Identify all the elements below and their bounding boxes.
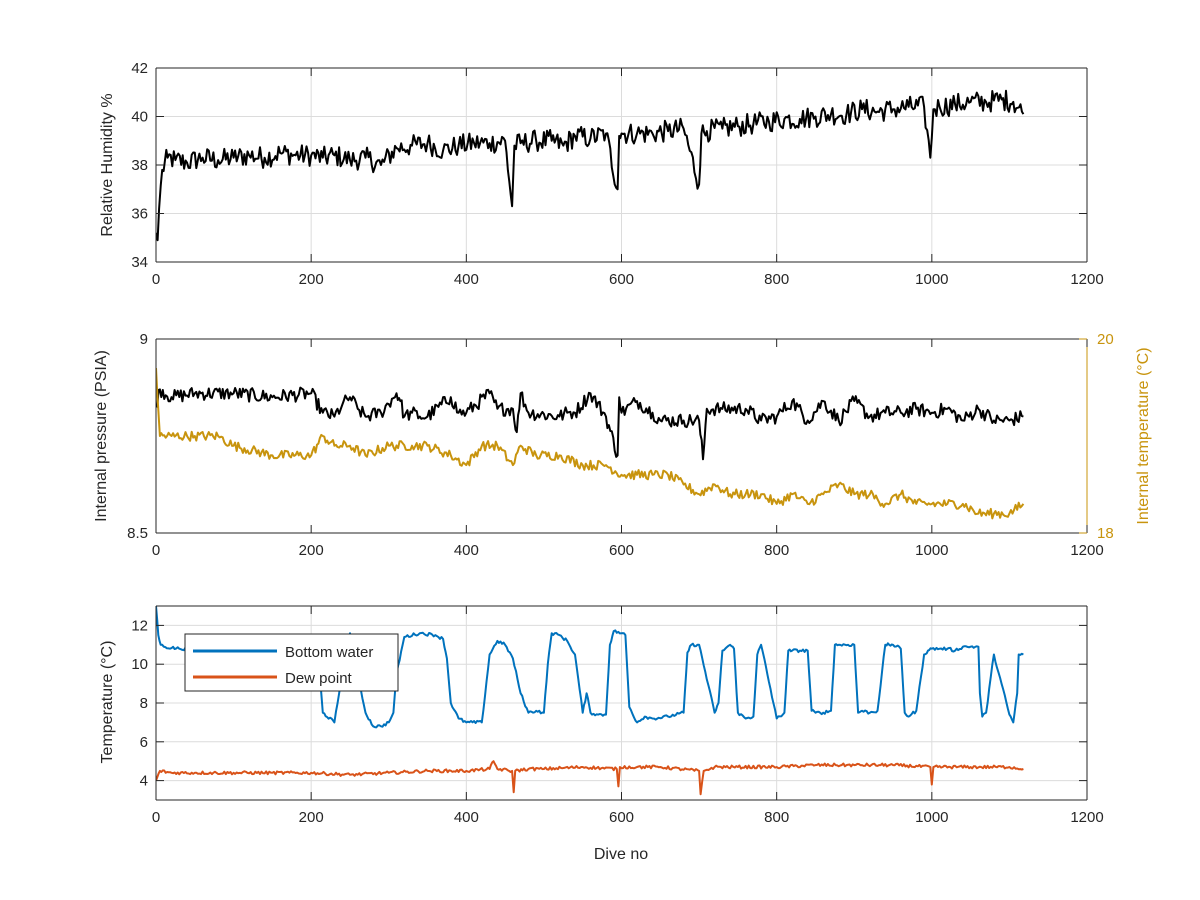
x-tick-label: 1200 [1070, 809, 1103, 826]
plot-area [156, 339, 1087, 533]
y-tick-label: 36 [131, 206, 148, 223]
y-tick-label: 8.5 [127, 525, 148, 542]
series-line-panel2-2 [156, 368, 1025, 520]
legend-box [184, 633, 399, 692]
y-tick-label: 6 [140, 734, 148, 751]
x-tick-label: 1000 [915, 271, 948, 288]
y-tick-label: 42 [131, 60, 148, 77]
humidity-ylabel: Relative Humidity % [99, 93, 116, 236]
temperature-xlabel: Dive no [594, 846, 648, 863]
x-tick-label: 1000 [915, 542, 948, 559]
x-tick-label: 600 [609, 809, 634, 826]
x-tick-label: 0 [152, 809, 160, 826]
y-tick-label: 4 [140, 773, 148, 790]
x-tick-label: 1000 [915, 809, 948, 826]
legend: Bottom water Dew point [184, 633, 399, 692]
x-tick-label: 800 [764, 809, 789, 826]
x-tick-label: 600 [609, 542, 634, 559]
x-tick-label: 600 [609, 271, 634, 288]
y-tick-label-right: 18 [1097, 525, 1114, 542]
legend-label-bottom-water: Bottom water [285, 644, 373, 661]
y-tick-label-right: 20 [1097, 331, 1114, 348]
temperature-ylabel: Temperature (°C) [99, 641, 116, 764]
x-tick-label: 0 [152, 271, 160, 288]
x-tick-label: 200 [299, 542, 324, 559]
y-tick-label: 10 [131, 656, 148, 673]
x-tick-label: 1200 [1070, 271, 1103, 288]
internal-temperature-ylabel: Internal temperature (°C) [1135, 347, 1152, 524]
legend-label-dew-point: Dew point [285, 670, 353, 687]
y-tick-label: 8 [140, 695, 148, 712]
x-tick-label: 0 [152, 542, 160, 559]
pressure-ylabel: Internal pressure (PSIA) [93, 350, 110, 522]
pressure-temperature-panel: Internal pressure (PSIA) Internal temper… [93, 331, 1152, 559]
humidity-panel: Relative Humidity % 0 200 400 600 800 1000 120… [99, 60, 1104, 288]
y-tick-label: 38 [131, 157, 148, 174]
series-line-panel1-1 [156, 89, 1025, 242]
y-tick-label: 34 [131, 254, 148, 271]
x-tick-label: 400 [454, 809, 479, 826]
x-tick-label: 800 [764, 542, 789, 559]
y-tick-label: 9 [140, 331, 148, 348]
series-line-panel2-1 [156, 386, 1024, 461]
x-tick-label: 200 [299, 809, 324, 826]
x-tick-label: 200 [299, 271, 324, 288]
y-tick-label: 12 [131, 617, 148, 634]
series-line-dew-point [156, 760, 1024, 796]
x-tick-label: 1200 [1070, 542, 1103, 559]
y-tick-label: 40 [131, 109, 148, 126]
x-tick-label: 400 [454, 271, 479, 288]
x-tick-label: 400 [454, 542, 479, 559]
x-tick-label: 800 [764, 271, 789, 288]
